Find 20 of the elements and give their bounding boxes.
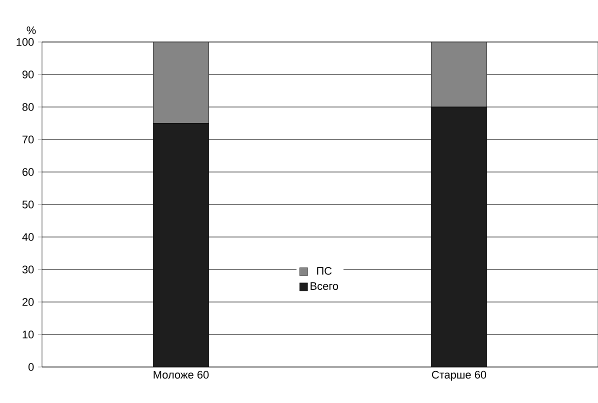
bar bbox=[431, 106, 488, 367]
y-axis-title: % bbox=[26, 26, 36, 34]
bar bbox=[153, 123, 209, 367]
y-tick-label: 60 bbox=[22, 168, 34, 176]
legend-label: ПС bbox=[317, 267, 332, 275]
y-tick-label: 90 bbox=[22, 70, 34, 78]
y-tick-label: 0 bbox=[28, 363, 34, 371]
y-tick-label: 40 bbox=[22, 233, 34, 241]
y-tick-label: 10 bbox=[22, 330, 34, 338]
y-tick-label: 100 bbox=[16, 38, 34, 46]
y-tick-label: 50 bbox=[22, 200, 34, 208]
y-tick-label: 20 bbox=[22, 298, 34, 306]
legend-label: Всего bbox=[310, 282, 338, 290]
x-tick-label: Старше 60 bbox=[432, 370, 486, 381]
y-tick-label: 70 bbox=[22, 136, 34, 144]
y-tick-label: 80 bbox=[22, 103, 34, 111]
bar bbox=[153, 42, 209, 124]
y-tick-label: 30 bbox=[22, 266, 34, 274]
x-tick-label: Моложе 60 bbox=[154, 370, 209, 379]
bar bbox=[431, 42, 488, 108]
